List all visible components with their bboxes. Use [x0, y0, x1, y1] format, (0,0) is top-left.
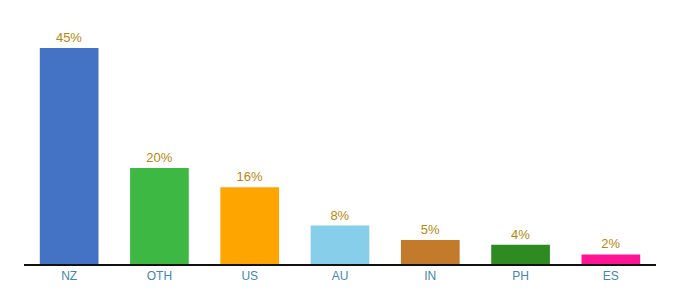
svg-text:OTH: OTH [147, 269, 172, 283]
svg-text:4%: 4% [511, 227, 530, 242]
svg-text:45%: 45% [56, 30, 82, 45]
svg-text:8%: 8% [330, 208, 349, 223]
svg-text:NZ: NZ [61, 269, 77, 283]
svg-text:5%: 5% [421, 222, 440, 237]
svg-text:2%: 2% [601, 236, 620, 251]
svg-text:ES: ES [603, 269, 619, 283]
svg-text:16%: 16% [236, 169, 262, 184]
svg-text:20%: 20% [146, 150, 172, 165]
svg-text:AU: AU [332, 269, 349, 283]
svg-text:IN: IN [424, 269, 436, 283]
svg-text:PH: PH [512, 269, 529, 283]
svg-text:US: US [241, 269, 258, 283]
